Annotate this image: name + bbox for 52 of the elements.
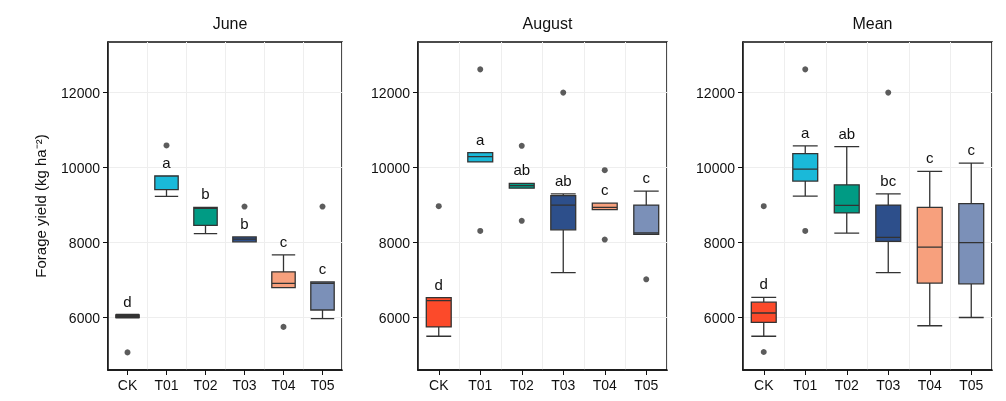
y-tick-label: 6000 [68, 309, 101, 326]
y-tick-label: 8000 [68, 234, 101, 251]
x-tick-label: T04 [917, 377, 943, 393]
x-tick-label: T03 [876, 377, 901, 393]
annotation: c [279, 232, 288, 250]
chart-title: June [212, 14, 248, 32]
x-tick-label: T02 [509, 377, 535, 393]
annotation: a [162, 153, 172, 171]
y-tick-label: 10000 [371, 159, 411, 176]
y-tick-label: 12000 [61, 84, 101, 101]
annotation: c [967, 141, 976, 159]
x-tick-label: T02 [834, 377, 860, 393]
x-tick-label: T01 [468, 377, 493, 393]
y-tick-label: 8000 [378, 234, 411, 251]
annotation: d [123, 292, 132, 310]
annotation: ab [513, 161, 531, 179]
y-tick-label: 10000 [696, 159, 736, 176]
annotation: c [318, 259, 327, 277]
x-tick-label: T03 [551, 377, 576, 393]
y-tick-label: 10000 [61, 159, 101, 176]
chart-title: Mean [852, 14, 893, 32]
x-tick-label: T02 [193, 377, 218, 393]
annotation: bc [880, 171, 897, 189]
x-tick-label: T03 [232, 377, 257, 393]
y-tick-label: 6000 [703, 309, 736, 326]
x-tick-label: T04 [271, 377, 296, 393]
x-tick-label: T05 [310, 377, 335, 393]
y-tick-label: 12000 [696, 84, 736, 101]
annotation: c [926, 149, 934, 167]
x-tick-label: T05 [634, 377, 659, 393]
x-tick-label: T04 [592, 377, 618, 393]
annotation: ab [554, 171, 572, 189]
x-tick-label: T01 [154, 377, 179, 393]
annotation: ab [838, 124, 856, 142]
x-tick-label: T01 [793, 377, 818, 393]
y-axis-title: Forage yield (kg ha⁻²) [32, 134, 49, 278]
y-tick-label: 12000 [371, 84, 411, 101]
annotation: c [601, 181, 609, 199]
annotation: b [240, 214, 249, 232]
x-tick-label: T05 [959, 377, 984, 393]
annotation: b [201, 185, 210, 203]
x-tick-label: CK [429, 377, 450, 393]
annotation: d [434, 275, 443, 293]
y-tick-label: 6000 [378, 309, 411, 326]
chart-title: August [522, 14, 573, 32]
y-tick-label: 8000 [703, 234, 736, 251]
annotation: a [476, 130, 486, 148]
annotation: c [642, 169, 651, 187]
annotation: a [801, 123, 811, 141]
annotation: d [759, 275, 768, 293]
x-tick-label: CK [754, 377, 775, 393]
x-tick-label: CK [117, 377, 138, 393]
